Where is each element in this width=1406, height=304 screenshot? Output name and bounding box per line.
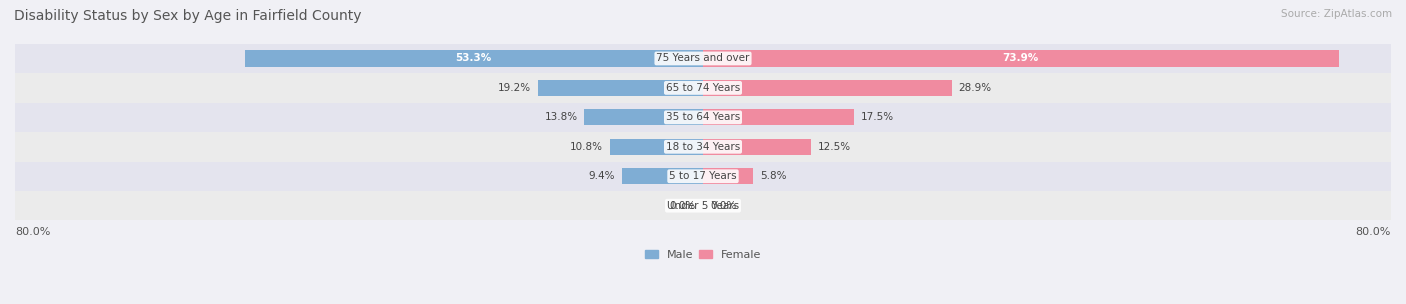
Text: 0.0%: 0.0%	[710, 201, 737, 211]
Text: 35 to 64 Years: 35 to 64 Years	[666, 112, 740, 122]
Bar	[15, 44, 1391, 73]
Bar	[15, 73, 1391, 103]
Bar	[15, 132, 1391, 161]
Text: 10.8%: 10.8%	[571, 142, 603, 152]
Bar	[610, 139, 703, 155]
Text: 75 Years and over: 75 Years and over	[657, 54, 749, 64]
Bar	[703, 50, 1339, 67]
Text: Source: ZipAtlas.com: Source: ZipAtlas.com	[1281, 9, 1392, 19]
Text: 80.0%: 80.0%	[15, 227, 51, 237]
Text: 19.2%: 19.2%	[498, 83, 531, 93]
Bar	[703, 109, 853, 126]
Text: 28.9%: 28.9%	[959, 83, 991, 93]
Bar	[623, 168, 703, 184]
Bar	[15, 161, 1391, 191]
Text: 12.5%: 12.5%	[817, 142, 851, 152]
Legend: Male, Female: Male, Female	[644, 250, 762, 260]
Text: 18 to 34 Years: 18 to 34 Years	[666, 142, 740, 152]
Text: Under 5 Years: Under 5 Years	[666, 201, 740, 211]
Bar	[703, 168, 752, 184]
Text: 13.8%: 13.8%	[544, 112, 578, 122]
Text: 73.9%: 73.9%	[1002, 54, 1039, 64]
Text: 0.0%: 0.0%	[669, 201, 696, 211]
Text: 5 to 17 Years: 5 to 17 Years	[669, 171, 737, 181]
Text: 17.5%: 17.5%	[860, 112, 893, 122]
Text: 80.0%: 80.0%	[1355, 227, 1391, 237]
Bar	[15, 103, 1391, 132]
Text: Disability Status by Sex by Age in Fairfield County: Disability Status by Sex by Age in Fairf…	[14, 9, 361, 23]
Bar	[538, 80, 703, 96]
Text: 53.3%: 53.3%	[456, 54, 492, 64]
Text: 9.4%: 9.4%	[589, 171, 616, 181]
Bar	[703, 139, 810, 155]
Bar	[585, 109, 703, 126]
Bar	[703, 80, 952, 96]
Bar	[15, 191, 1391, 220]
Text: 65 to 74 Years: 65 to 74 Years	[666, 83, 740, 93]
Text: 5.8%: 5.8%	[759, 171, 786, 181]
Bar	[245, 50, 703, 67]
